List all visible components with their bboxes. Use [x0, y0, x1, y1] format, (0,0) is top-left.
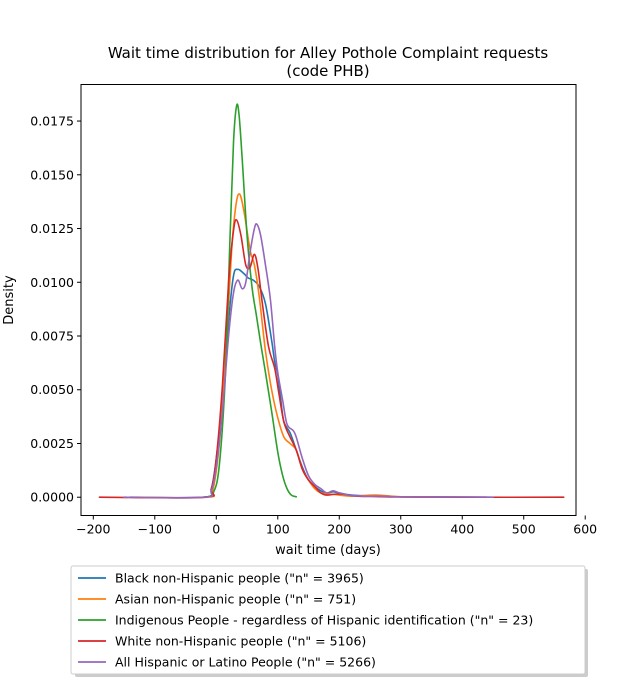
legend-label: Asian non-Hispanic people ("n" = 751)	[115, 592, 356, 607]
y-tick-label: 0.0175	[30, 114, 74, 129]
x-tick-label: 300	[389, 522, 413, 537]
legend-label: All Hispanic or Latino People ("n" = 526…	[115, 655, 376, 670]
x-axis: −200 −100 0 100 200 300 400 500 600	[76, 515, 597, 537]
y-axis-label: Density	[2, 275, 17, 325]
x-tick-label: 0	[212, 522, 220, 537]
y-axis: 0.0000 0.0025 0.0050 0.0075 0.0100 0.0125 0.01…	[30, 114, 81, 505]
x-tick-label: 100	[266, 522, 290, 537]
chart-subtitle: (code PHB)	[286, 62, 369, 80]
y-tick-label: 0.0000	[30, 490, 74, 505]
legend-box	[70, 565, 586, 675]
y-tick-label: 0.0100	[30, 275, 74, 290]
plot-frame	[80, 84, 577, 516]
chart-title: Wait time distribution for Alley Pothole…	[108, 44, 549, 62]
legend-label: Black non-Hispanic people ("n" = 3965)	[115, 571, 364, 586]
series-line-2	[135, 193, 433, 499]
series-layer	[98, 103, 565, 499]
x-tick-label: 200	[327, 522, 351, 537]
legend-label: White non-Hispanic people ("n" = 5106)	[115, 634, 366, 649]
x-tick-label: −100	[138, 522, 172, 537]
series-line-4	[98, 218, 565, 499]
plot-area	[80, 84, 577, 516]
x-tick-label: 600	[573, 522, 597, 537]
y-tick-label: 0.0150	[30, 167, 74, 182]
y-tick-label: 0.0050	[30, 382, 74, 397]
x-tick-label: −200	[76, 522, 110, 537]
x-axis-label: wait time (days)	[275, 543, 381, 558]
legend-label: Indigenous People - regardless of Hispan…	[115, 613, 533, 628]
x-tick-label: 500	[512, 522, 536, 537]
y-tick-label: 0.0125	[30, 221, 74, 236]
y-tick-label: 0.0075	[30, 329, 74, 344]
legend-entries: Black non-Hispanic people ("n" = 3965) As…	[78, 571, 533, 670]
series-line-5	[123, 222, 494, 499]
y-tick-label: 0.0025	[30, 436, 74, 451]
series-line-1	[129, 268, 488, 499]
x-tick-label: 400	[450, 522, 474, 537]
legend: Black non-Hispanic people ("n" = 3965) As…	[70, 565, 588, 677]
